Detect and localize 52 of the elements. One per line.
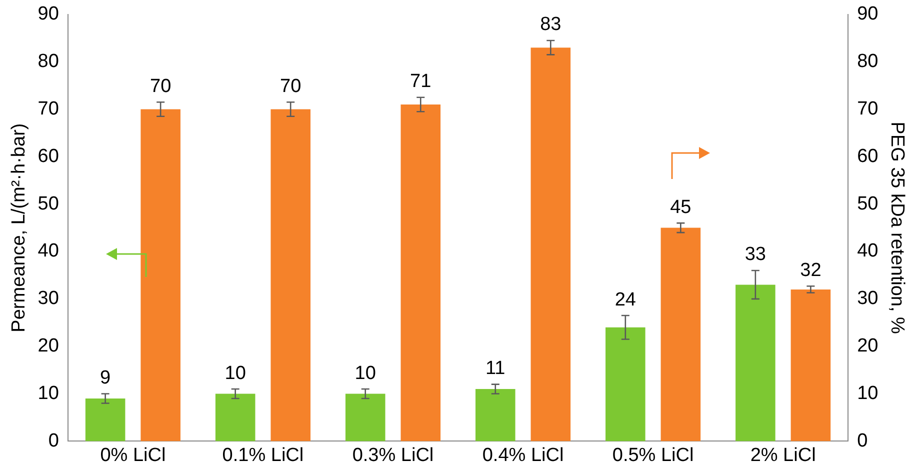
data-label: 32 — [800, 260, 822, 281]
y2-tick-label: 0 — [857, 430, 868, 452]
y-tick-label: 70 — [38, 98, 59, 120]
y2-tick-label: 60 — [857, 146, 878, 167]
data-label: 83 — [540, 14, 562, 36]
y-tick-label: 0 — [48, 430, 59, 452]
y2-tick-label: 10 — [857, 383, 878, 404]
data-label: 70 — [280, 76, 302, 97]
y2-tick-label: 90 — [857, 4, 878, 25]
data-label: 70 — [150, 76, 172, 97]
bar — [270, 109, 310, 442]
data-label: 24 — [614, 289, 636, 310]
y2-tick-label: 80 — [857, 51, 878, 72]
data-label: 33 — [744, 244, 766, 266]
bar — [660, 228, 701, 442]
data-label: 71 — [410, 71, 432, 92]
data-label: 45 — [670, 196, 692, 218]
bar — [736, 284, 776, 442]
x-tick-label: 0.1% LiCl — [222, 444, 304, 466]
y2-axis-title: PEG 35 kDa retention, % — [886, 122, 908, 334]
y-tick-label: 90 — [38, 4, 59, 25]
y2-tick-label: 50 — [857, 193, 878, 214]
y-tick-label: 60 — [38, 146, 59, 167]
y-axis-title: Permeance, L/(m²·h·bar) — [8, 123, 30, 332]
y2-tick-label: 30 — [857, 288, 878, 310]
y2-tick-label: 70 — [857, 98, 878, 120]
y-tick-label: 30 — [38, 288, 59, 310]
bar — [215, 394, 256, 442]
bar — [85, 398, 126, 442]
data-label: 10 — [224, 362, 246, 384]
x-tick-label: 0.3% LiCl — [352, 444, 434, 466]
bar — [400, 104, 441, 442]
x-tick-label: 2% LiCl — [750, 444, 816, 466]
data-label: 10 — [354, 362, 376, 384]
bar — [606, 327, 646, 442]
bar — [345, 394, 386, 442]
y-tick-label: 10 — [38, 383, 59, 404]
y-tick-label: 20 — [38, 336, 59, 357]
bar — [790, 289, 831, 442]
bar — [530, 48, 571, 442]
y2-tick-label: 40 — [857, 240, 878, 262]
y-tick-label: 80 — [38, 51, 59, 72]
bar — [475, 389, 516, 442]
bar — [140, 109, 180, 442]
y-tick-label: 50 — [38, 193, 59, 214]
x-tick-label: 0.4% LiCl — [482, 444, 564, 466]
data-label: 9 — [100, 368, 111, 389]
y2-tick-label: 20 — [857, 336, 878, 357]
x-tick-label: 0.5% LiCl — [612, 444, 694, 466]
x-tick-label: 0% LiCl — [100, 444, 166, 466]
data-label: 11 — [486, 358, 506, 380]
y-tick-label: 40 — [38, 240, 59, 262]
